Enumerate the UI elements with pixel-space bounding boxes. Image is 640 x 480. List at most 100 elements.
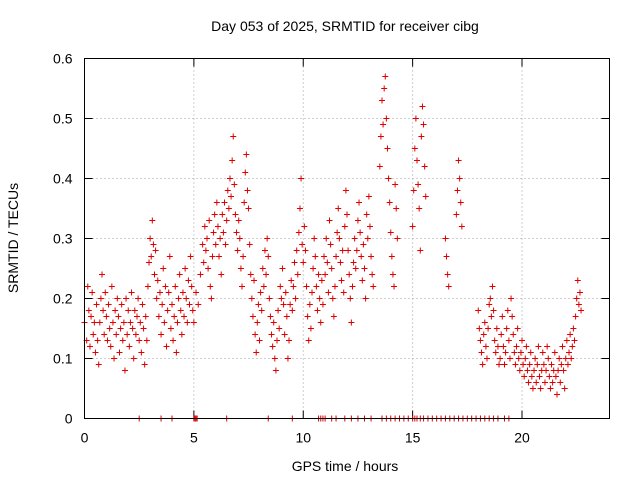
data-point bbox=[278, 295, 285, 302]
data-point bbox=[389, 271, 396, 278]
data-point bbox=[391, 283, 398, 290]
data-point bbox=[151, 271, 158, 278]
data-point bbox=[561, 385, 568, 392]
data-point bbox=[392, 181, 399, 188]
data-point bbox=[201, 223, 208, 230]
data-point bbox=[499, 313, 506, 320]
data-point bbox=[101, 331, 108, 338]
data-point bbox=[211, 211, 218, 218]
data-point bbox=[103, 313, 110, 320]
data-point bbox=[314, 307, 321, 314]
data-point bbox=[521, 373, 528, 380]
data-point bbox=[498, 331, 505, 338]
y-tick-label: 0.1 bbox=[53, 351, 73, 367]
data-point bbox=[214, 223, 221, 230]
data-point bbox=[301, 223, 308, 230]
data-point bbox=[117, 325, 124, 332]
data-point bbox=[442, 235, 449, 242]
data-point bbox=[453, 211, 460, 218]
data-point bbox=[539, 349, 546, 356]
data-point bbox=[234, 247, 241, 254]
data-point bbox=[417, 247, 424, 254]
y-axis: 0 0.1 0.2 0.3 0.4 0.5 0.6 bbox=[53, 51, 610, 427]
data-point bbox=[523, 343, 530, 350]
data-point bbox=[394, 235, 401, 242]
data-point bbox=[175, 295, 182, 302]
data-point bbox=[443, 253, 450, 260]
data-point bbox=[558, 361, 565, 368]
data-point bbox=[264, 235, 271, 242]
data-point bbox=[166, 253, 173, 260]
data-point bbox=[109, 319, 116, 326]
y-tick-label: 0.2 bbox=[53, 291, 73, 307]
data-point bbox=[358, 253, 365, 260]
data-point bbox=[515, 355, 522, 362]
data-point bbox=[174, 319, 181, 326]
data-point bbox=[516, 367, 523, 374]
data-point bbox=[267, 313, 274, 320]
data-point bbox=[269, 343, 276, 350]
data-point bbox=[294, 271, 301, 278]
x-tick-label: 5 bbox=[190, 430, 198, 446]
data-point bbox=[574, 277, 581, 284]
data-point bbox=[489, 283, 496, 290]
data-point bbox=[259, 265, 266, 272]
x-tick-label: 10 bbox=[295, 430, 311, 446]
data-point bbox=[254, 319, 261, 326]
data-point bbox=[241, 199, 248, 206]
data-point bbox=[131, 307, 138, 314]
data-point bbox=[113, 331, 120, 338]
data-point bbox=[142, 313, 149, 320]
data-point bbox=[544, 343, 551, 350]
data-point bbox=[496, 361, 503, 368]
data-point bbox=[136, 337, 143, 344]
data-point bbox=[513, 343, 520, 350]
data-point bbox=[268, 331, 275, 338]
data-point bbox=[319, 301, 326, 308]
data-point bbox=[416, 205, 423, 212]
data-point bbox=[376, 163, 383, 170]
data-point bbox=[476, 325, 483, 332]
x-axis: 0 5 10 15 20 bbox=[81, 58, 530, 446]
y-axis-label: SRMTID / TECUs bbox=[5, 183, 21, 293]
data-point bbox=[124, 331, 131, 338]
data-point bbox=[261, 247, 268, 254]
data-point bbox=[514, 325, 521, 332]
data-point bbox=[563, 337, 570, 344]
data-point bbox=[189, 307, 196, 314]
data-point bbox=[139, 301, 146, 308]
data-point bbox=[107, 343, 114, 350]
data-point bbox=[272, 367, 279, 374]
data-point bbox=[230, 133, 237, 140]
data-point bbox=[327, 241, 334, 248]
data-point bbox=[186, 301, 193, 308]
data-point bbox=[210, 229, 217, 236]
data-point bbox=[529, 385, 536, 392]
data-point bbox=[247, 271, 254, 278]
data-point bbox=[183, 295, 190, 302]
data-point bbox=[298, 175, 305, 182]
data-point bbox=[377, 133, 384, 140]
data-point bbox=[369, 271, 376, 278]
data-point bbox=[340, 289, 347, 296]
data-point bbox=[494, 343, 501, 350]
data-point bbox=[233, 229, 240, 236]
data-point bbox=[522, 355, 529, 362]
data-point bbox=[576, 289, 583, 296]
data-point bbox=[179, 289, 186, 296]
data-point bbox=[235, 217, 242, 224]
data-point bbox=[321, 253, 328, 260]
data-point bbox=[578, 307, 585, 314]
data-point bbox=[365, 193, 372, 200]
data-point bbox=[337, 259, 344, 266]
data-point bbox=[421, 163, 428, 170]
data-point bbox=[491, 337, 498, 344]
data-point bbox=[535, 343, 542, 350]
data-point bbox=[249, 313, 256, 320]
data-point bbox=[361, 265, 368, 272]
data-point bbox=[567, 331, 574, 338]
data-point bbox=[130, 355, 137, 362]
data-point bbox=[342, 187, 349, 194]
data-point bbox=[508, 295, 515, 302]
data-point bbox=[555, 367, 562, 374]
